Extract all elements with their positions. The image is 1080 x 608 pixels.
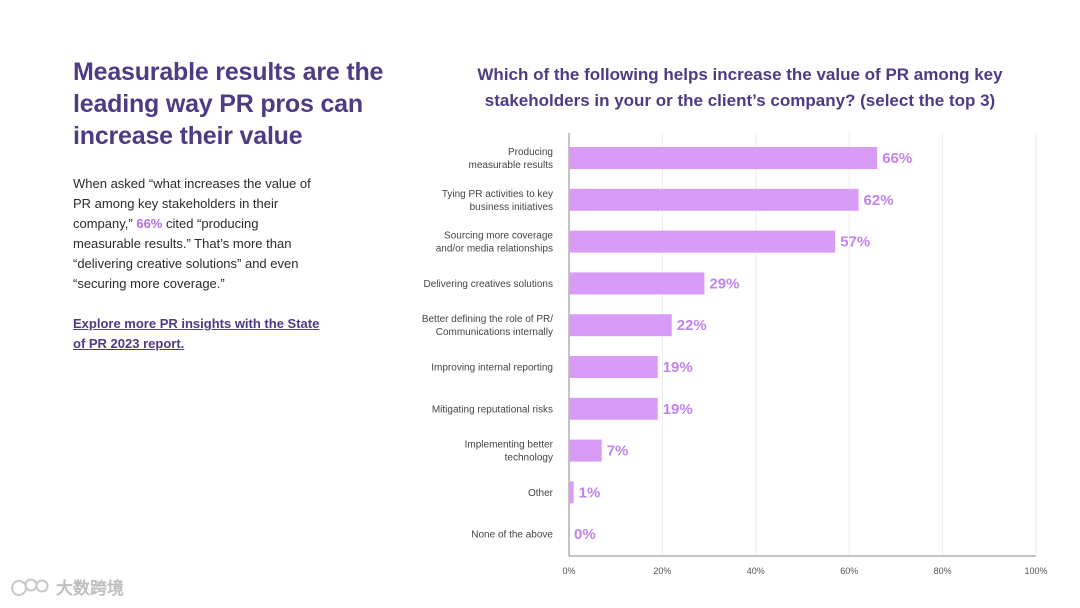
category-label: Delivering creatives solutions [423,279,553,290]
x-tick-label: 0% [562,566,575,576]
category-label: Implementing better technology [465,440,554,464]
bar [569,314,672,337]
body-text-start: When asked “what increases the value of … [73,176,311,231]
category-label: Other [528,488,554,499]
x-tick-label: 20% [653,566,671,576]
bar [569,439,602,462]
text-panel: Measurable results are the leading way P… [73,56,393,354]
watermark-logo-icon [11,578,49,596]
data-label: 19% [663,359,693,376]
x-tick-label: 100% [1024,566,1047,576]
category-label: Mitigating reputational risks [432,404,553,415]
category-label: Producing measurable results [469,147,553,171]
category-label: Sourcing more coverage and/or media relat… [436,231,554,255]
bar [569,272,705,295]
bar [569,147,878,169]
x-tick-label: 40% [747,566,765,576]
data-label: 1% [579,484,601,501]
body-text-end: cited “producing measurable results.” Th… [73,216,299,291]
data-label: 7% [607,443,629,460]
bar [569,481,574,504]
x-tick-label: 60% [840,566,858,576]
data-label: 22% [677,317,707,334]
data-label: 57% [840,234,870,251]
watermark-text: 大数跨境 [56,579,124,599]
bar [569,356,658,378]
data-label: 0% [574,526,596,543]
bar [569,230,836,253]
bar [569,188,859,211]
data-label: 29% [709,275,739,292]
chart-title: Which of the following helps increase th… [477,65,1003,110]
data-label: 19% [663,401,693,418]
category-label: Improving internal reporting [431,363,553,374]
bar [569,397,658,420]
category-label: Better defining the role of PR/Communica… [422,314,553,338]
category-label: Tying PR activities to key business initi… [442,189,553,213]
headline: Measurable results are the leading way P… [73,58,384,150]
data-label: 66% [882,150,912,167]
highlight-percent: 66% [136,216,163,231]
report-link[interactable]: Explore more PR insights with the State … [73,316,320,351]
data-label: 62% [864,192,894,209]
category-label: None of the above [471,530,553,541]
x-tick-label: 80% [934,566,952,576]
body-text: When asked “what increases the value of … [73,174,313,294]
watermark: 大数跨境 [10,574,124,599]
